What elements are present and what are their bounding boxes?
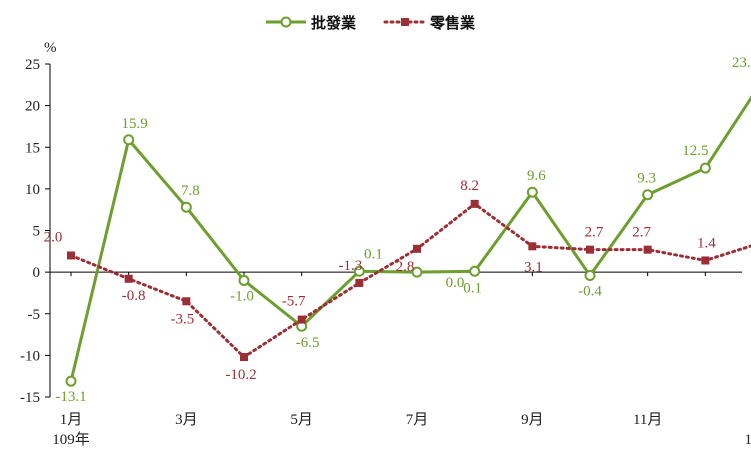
y-tick-label: 10 [25, 182, 40, 198]
x-tick-label: 7月 [406, 412, 429, 428]
data-labels: -13.115.97.8-1.0-6.50.10.00.19.6-0.49.31… [44, 55, 751, 405]
data-label: 9.3 [637, 171, 656, 187]
series-1-point [123, 134, 135, 146]
data-label: 23.1 [732, 55, 751, 71]
data-label: -0.4 [578, 283, 602, 299]
x-tick-year-label: 109年 [52, 431, 90, 448]
x-tick-label: 3月 [175, 412, 198, 428]
series-2-point [124, 274, 133, 283]
series-1-point [642, 189, 654, 201]
data-label: 2.0 [44, 229, 63, 245]
data-label: -10.2 [225, 367, 256, 383]
series-2-point [355, 278, 364, 287]
data-label: -1.3 [338, 258, 362, 274]
series-1-point [238, 274, 250, 286]
series-2-point [413, 244, 421, 253]
data-label: 3.1 [524, 259, 543, 275]
data-label: -13.1 [55, 389, 86, 405]
series-2-point [528, 242, 537, 251]
series-2-point [240, 353, 248, 362]
series-2-point [586, 245, 594, 254]
series-1-point [584, 269, 596, 281]
x-tick-label: 1月 [60, 412, 83, 428]
y-tick-label: 0 [33, 265, 41, 281]
y-axis-unit-label: % [44, 40, 57, 56]
y-tick-label: -10 [20, 348, 40, 364]
data-label: 7.8 [181, 183, 200, 199]
legend-swatch-marker-2 [401, 18, 409, 26]
data-label: 0.0 [446, 275, 465, 291]
series-1-point [353, 265, 365, 277]
data-label: -6.5 [296, 335, 320, 351]
data-label: 12.5 [682, 143, 708, 159]
series-1-point [65, 375, 77, 387]
x-tick-label: 9月 [521, 412, 544, 428]
legend-swatch-marker-1 [280, 16, 292, 28]
data-label: 15.9 [122, 116, 148, 132]
data-label: 2.8 [396, 259, 415, 275]
data-label: 0.1 [364, 246, 383, 262]
series-1-point [699, 162, 711, 174]
data-label: -0.8 [122, 288, 146, 304]
series-1-point [526, 186, 538, 198]
data-label: -5.7 [282, 294, 306, 310]
y-tick-label: 25 [25, 57, 40, 73]
x-tick-label: 11月 [633, 412, 662, 428]
data-label: 2.7 [585, 225, 604, 241]
series-1-point [411, 266, 423, 278]
series-2-point [643, 245, 652, 254]
legend-label-2: 零售業 [429, 14, 476, 32]
axes: 2520151050-5-10-151月109年3月5月7月9月11月1月110… [20, 57, 751, 448]
x-tick-year-label: 110年 [745, 431, 751, 448]
series-1-point [469, 265, 481, 277]
data-label: 0.1 [463, 280, 482, 296]
data-label: 1.4 [697, 235, 716, 251]
series-2-point [182, 297, 191, 306]
data-label: 8.2 [460, 178, 479, 194]
series-1-point [180, 201, 192, 213]
legend: 批發業 零售業 [266, 14, 476, 32]
y-tick-label: 5 [33, 224, 41, 240]
series-2-point [470, 199, 479, 208]
data-label: -3.5 [170, 311, 194, 327]
y-tick-label: -15 [20, 390, 40, 406]
legend-label-1: 批發業 [311, 14, 357, 32]
data-label: 9.6 [527, 168, 546, 184]
y-tick-label: 15 [25, 140, 40, 156]
series-layer [65, 95, 751, 387]
series-2-point [701, 256, 710, 265]
data-label: 2.7 [632, 225, 651, 241]
data-label: -1.0 [230, 288, 254, 304]
series-2-point [297, 315, 306, 324]
x-tick-label: 5月 [290, 412, 313, 428]
y-tick-label: -5 [28, 307, 41, 323]
y-tick-label: 20 [25, 99, 40, 115]
series-2-point [67, 251, 75, 260]
